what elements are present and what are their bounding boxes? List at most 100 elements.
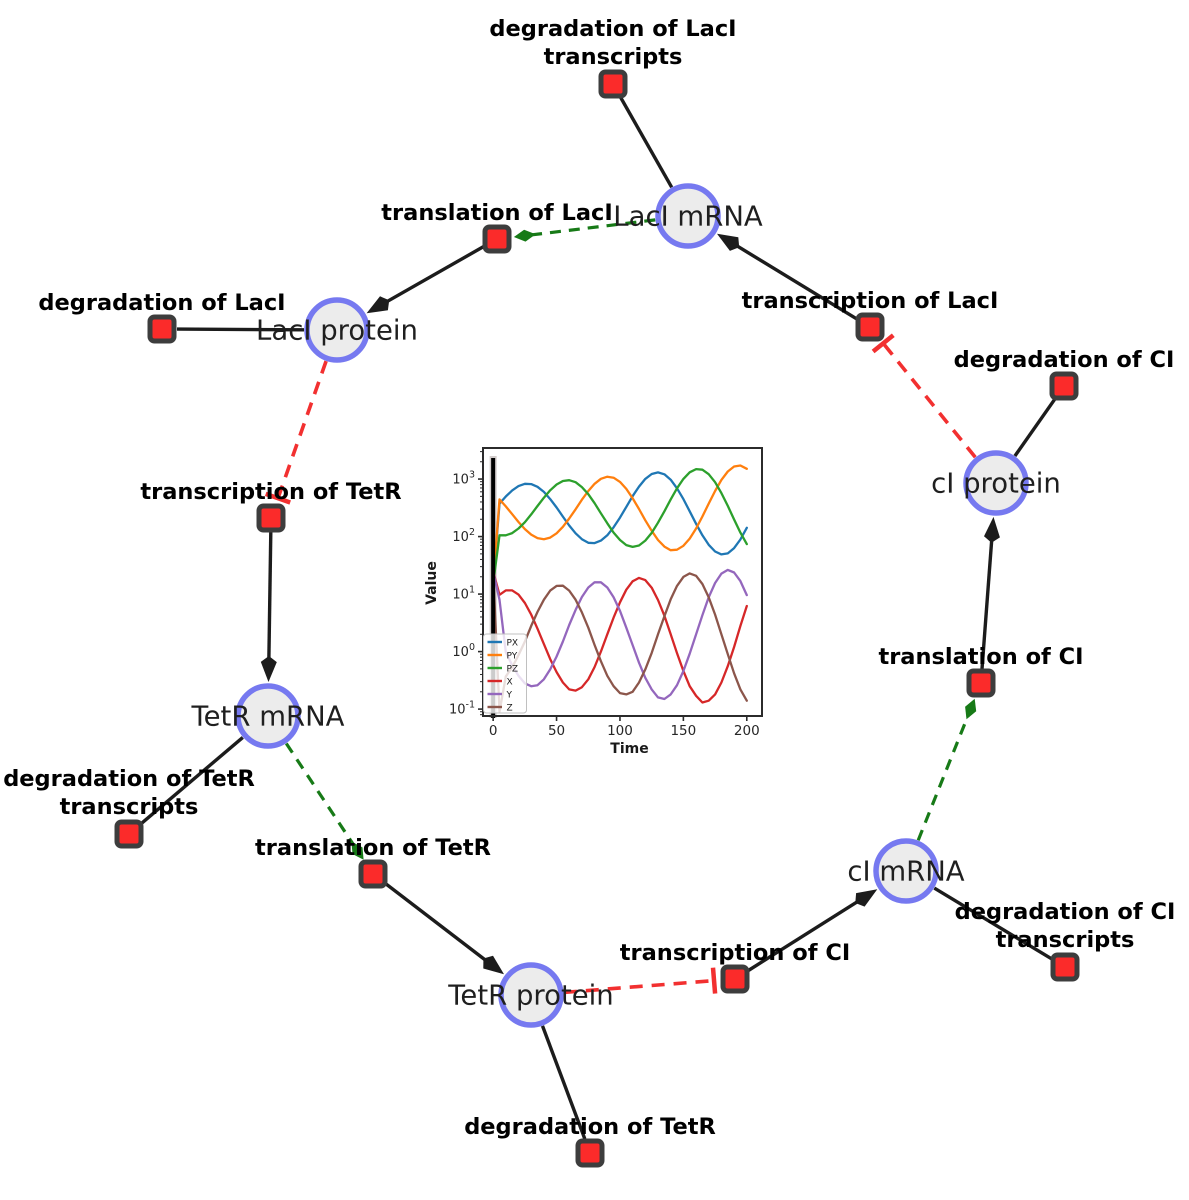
edge-consumption-ci_protein-deg_ci xyxy=(1013,397,1057,457)
reaction-label-tl_laci: translation of LacI xyxy=(381,200,612,226)
reaction-node-tl_tetr xyxy=(358,859,388,889)
chart-x-axis-label: Time xyxy=(610,741,648,757)
species-node-laci_mrna xyxy=(655,183,721,249)
species-node-ci_protein xyxy=(963,450,1029,516)
chart-y-axis-label: Value xyxy=(424,561,440,605)
species-node-ci_mrna xyxy=(873,838,939,904)
production-arrowhead xyxy=(483,955,504,975)
production-arrowhead xyxy=(366,296,390,314)
network-edges xyxy=(139,96,1057,1140)
x-tick-label: 0 xyxy=(489,723,498,739)
reaction-node-tl_laci xyxy=(482,224,512,254)
reaction-label-tl_ci: translation of CI xyxy=(878,644,1083,670)
reaction-node-tc_ci xyxy=(720,964,750,994)
edge-production-tl_tetr-tetr_protein xyxy=(383,881,491,965)
edge-consumption-tetr_mrna-deg_tetr_tr xyxy=(139,736,244,826)
chart-series-group xyxy=(491,464,748,713)
edge-inhibition-tetr_protein-tc_ci xyxy=(563,978,715,995)
modifier-diamond-arrowhead xyxy=(513,229,536,242)
reaction-node-deg_tetr_tr xyxy=(114,819,144,849)
legend-label-PX: PX xyxy=(507,639,519,649)
reaction-node-deg_laci_tr xyxy=(598,69,628,99)
edge-modifier-tetr_mrna-tl_tetr xyxy=(284,742,357,848)
reaction-label-deg_ci_tr-line1: degradation of CI xyxy=(955,899,1176,925)
edge-production-tc_laci-laci_mrna xyxy=(731,241,859,322)
network-nodes xyxy=(114,69,1080,1168)
chart-series-Z xyxy=(491,570,748,713)
reaction-node-tc_tetr xyxy=(256,503,286,533)
reaction-label-deg_laci_tr-line2: transcripts xyxy=(544,44,683,70)
production-arrowhead xyxy=(260,656,277,682)
edge-production-tl_ci-ci_protein xyxy=(980,534,994,670)
chart-series-PY xyxy=(491,464,748,586)
inhibition-tee-bar xyxy=(710,967,718,994)
reaction-node-tc_laci xyxy=(855,312,885,342)
edge-modifier-ci_mrna-tl_ci xyxy=(916,713,971,841)
reaction-label-tl_tetr: translation of TetR xyxy=(255,835,491,861)
edge-consumption-laci_protein-deg_laci xyxy=(176,327,305,332)
species-label-laci_protein: LacI protein xyxy=(256,315,418,347)
modifier-diamond-arrowhead xyxy=(351,841,364,860)
legend-label-X: X xyxy=(507,678,513,688)
legend-label-PY: PY xyxy=(507,652,518,662)
y-tick-label: 103 xyxy=(452,470,475,488)
reaction-label-deg_laci_tr-line1: degradation of LacI xyxy=(489,16,736,42)
inset-chart: 0 50 100 150 20010310210110010-1TimeValuePXP… xyxy=(424,447,763,757)
y-tick-label: 100 xyxy=(452,642,475,660)
edge-production-tc_tetr-tetr_mrna xyxy=(267,531,273,665)
reaction-label-deg_ci_tr-line2: transcripts xyxy=(996,927,1135,953)
reaction-node-deg_laci xyxy=(147,314,177,344)
edge-modifier-laci_mrna-tl_laci xyxy=(529,218,656,237)
inhibition-tee-bar xyxy=(871,333,895,354)
legend-label-Y: Y xyxy=(506,691,513,701)
chart-series-Y xyxy=(491,568,748,701)
legend-label-Z: Z xyxy=(507,704,513,714)
x-tick-label: 100 xyxy=(607,723,633,739)
reaction-label-tc_tetr: transcription of TetR xyxy=(140,479,401,505)
chart-series-PZ xyxy=(491,467,748,586)
species-node-tetr_protein xyxy=(498,962,564,1028)
chart-y-axis-ticks: 103 102 101 100 10-1 xyxy=(449,451,483,718)
production-arrowhead xyxy=(984,516,1000,543)
network-labels: degradation of LacItranscriptstranslatio… xyxy=(3,16,1175,1140)
reaction-label-deg_laci: degradation of LacI xyxy=(38,290,285,316)
reaction-label-deg_tetr: degradation of TetR xyxy=(464,1114,716,1140)
x-tick-label: 150 xyxy=(670,723,696,739)
reaction-label-deg_ci: degradation of CI xyxy=(954,347,1175,373)
legend-label-PZ: PZ xyxy=(507,665,519,675)
species-label-ci_mrna: cI mRNA xyxy=(847,856,964,888)
edge-consumption-laci_mrna-deg_laci_tr xyxy=(618,96,674,189)
edge-inhibition-laci_protein-tc_tetr xyxy=(276,360,328,499)
edge-production-tc_ci-ci_mrna xyxy=(745,897,863,973)
chart-axes-box xyxy=(482,447,763,717)
reaction-label-deg_tetr_tr-line2: transcripts xyxy=(60,794,199,820)
chart-legend: PX PY PZ XYZ xyxy=(483,633,527,714)
edge-consumption-ci_mrna-deg_ci_tr xyxy=(933,886,1054,961)
species-node-tetr_mrna xyxy=(235,683,301,749)
chart-series-X xyxy=(491,570,748,704)
edge-production-tl_laci-laci_protein xyxy=(381,244,486,306)
species-label-laci_mrna: LacI mRNA xyxy=(613,201,763,233)
chart-x-axis-ticks: 0 50 100 150 200 xyxy=(489,716,760,739)
reaction-node-deg_tetr xyxy=(575,1138,605,1168)
edge-inhibition-ci_protein-tc_laci xyxy=(881,342,977,459)
production-arrowhead xyxy=(855,889,878,907)
species-label-tetr_protein: TetR protein xyxy=(447,980,613,1012)
inhibition-tee-bar xyxy=(264,491,291,505)
reaction-label-tc_laci: transcription of LacI xyxy=(742,288,999,314)
y-tick-label: 101 xyxy=(452,585,475,603)
modifier-diamond-arrowhead xyxy=(965,698,977,720)
y-tick-label: 102 xyxy=(452,527,475,545)
species-node-laci_protein xyxy=(304,297,370,363)
reaction-node-deg_ci xyxy=(1049,371,1079,401)
species-label-ci_protein: cI protein xyxy=(931,468,1061,500)
x-tick-label: 200 xyxy=(734,723,760,739)
y-tick-label: 10-1 xyxy=(449,700,475,718)
legend-box xyxy=(483,633,527,714)
reaction-label-deg_tetr_tr-line1: degradation of TetR xyxy=(3,766,255,792)
reaction-label-tc_ci: transcription of CI xyxy=(620,940,850,966)
x-tick-label: 50 xyxy=(548,723,565,739)
reaction-node-tl_ci xyxy=(966,668,996,698)
